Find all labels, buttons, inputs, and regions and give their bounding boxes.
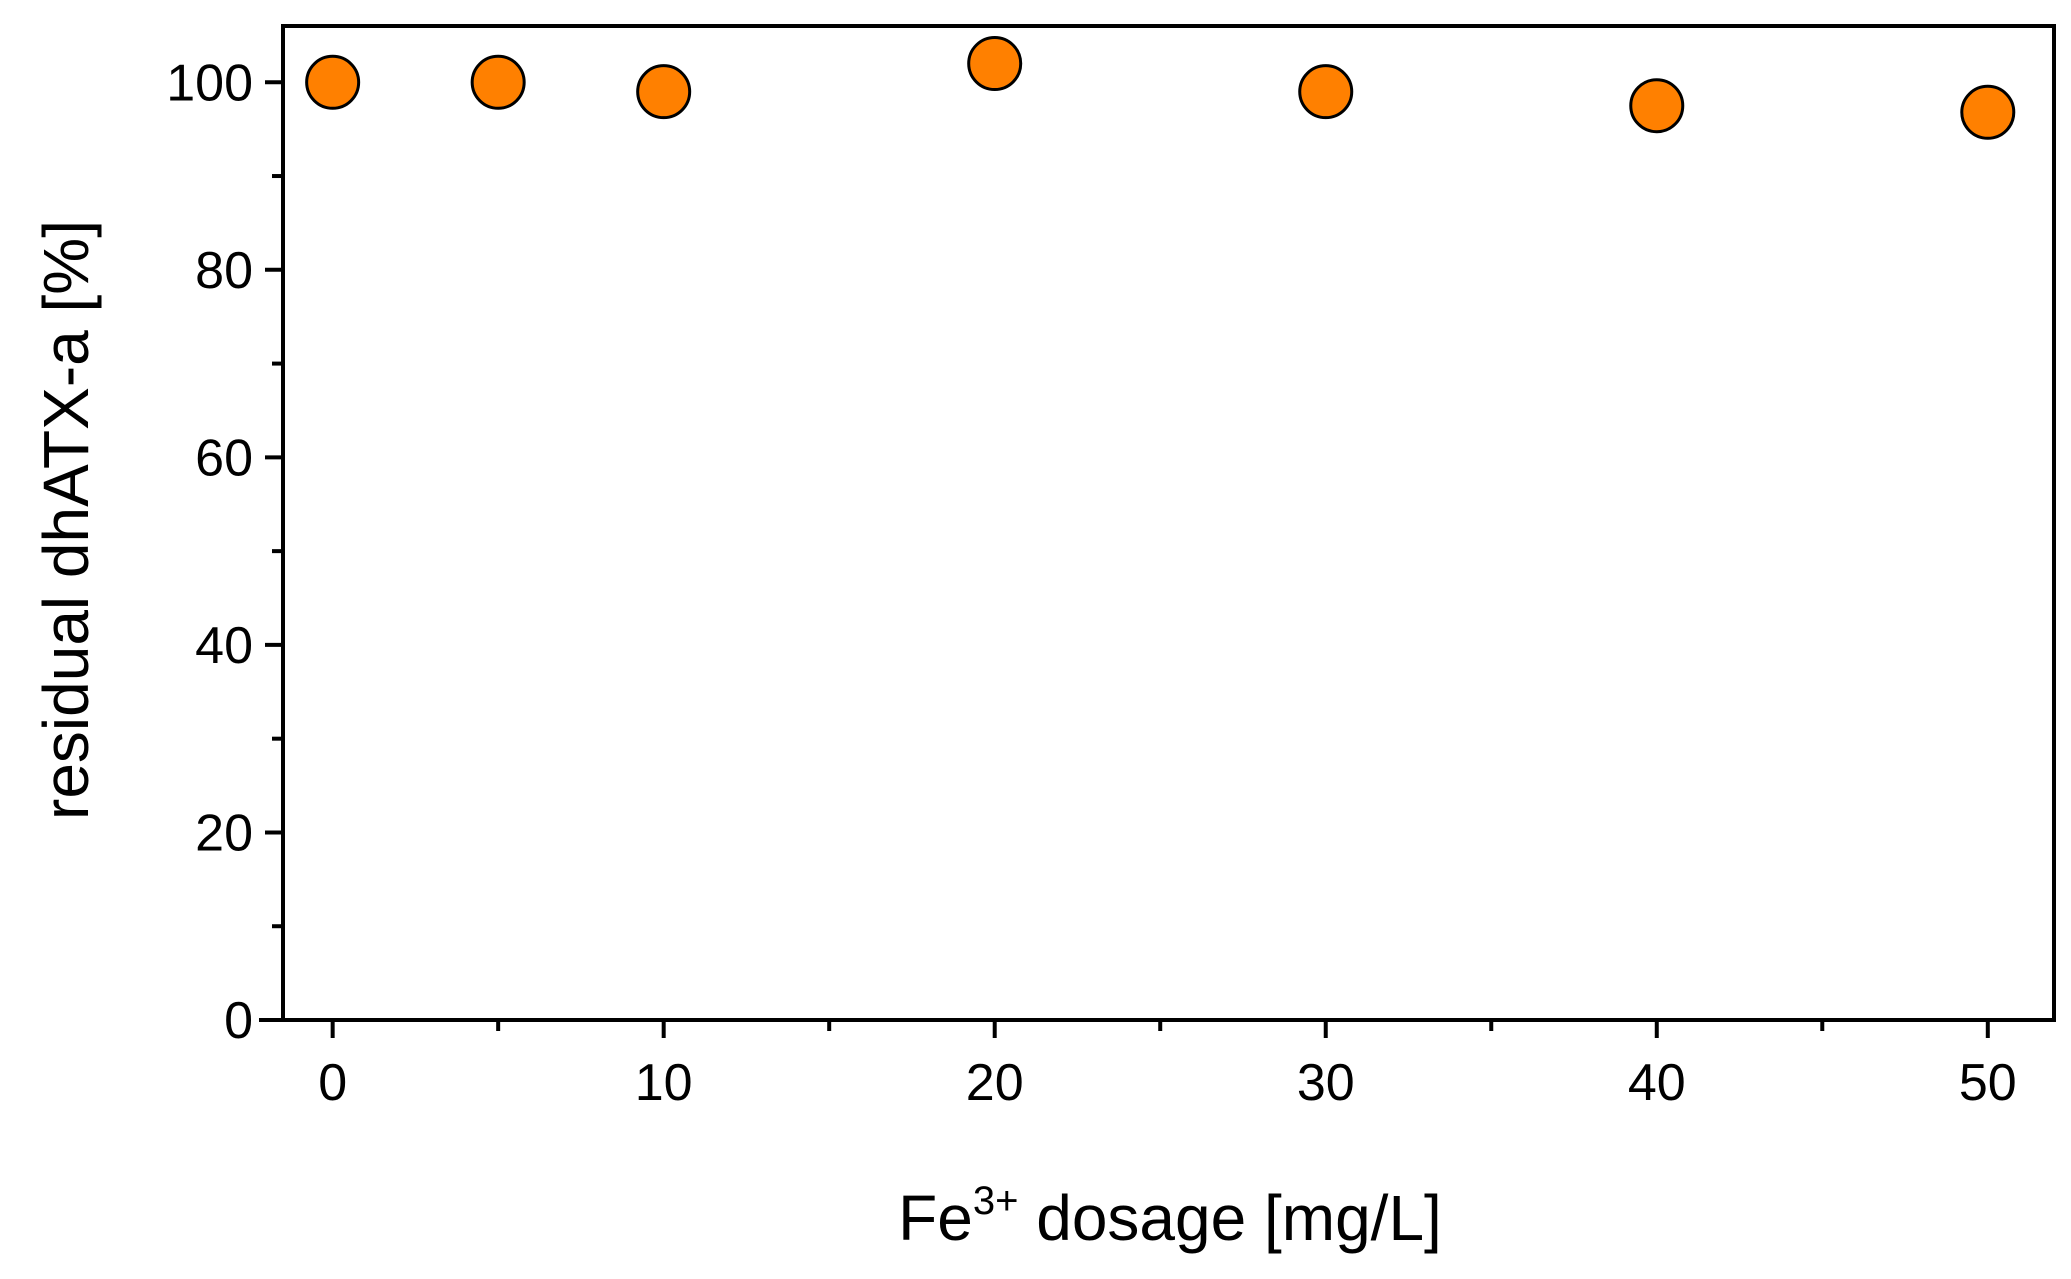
data-point [305,54,361,110]
x-axis-title: Fe3+ dosage [mg/L] [898,1179,1442,1254]
x-tick-label: 50 [1959,1054,2017,1112]
x-axis-title-suffix: dosage [mg/L] [1018,1182,1441,1254]
data-point [1960,84,2016,140]
axes [259,24,2056,1022]
data-point [1629,78,1685,134]
plot-frame [281,24,2056,1022]
y-tick-label: 20 [195,804,253,862]
tick-labels: 0 10 20 30 40 50 0 20 40 60 80 100 [166,54,2016,1112]
data-points [305,36,2016,140]
x-axis-title-prefix: Fe [898,1182,973,1254]
data-point [967,36,1023,92]
x-tick-label: 40 [1628,1054,1686,1112]
y-tick-label: 80 [195,242,253,300]
x-tick-label: 10 [635,1054,693,1112]
y-tick-label: 40 [195,617,253,675]
x-axis-title-superscript: 3+ [973,1179,1019,1223]
data-point [636,64,692,120]
x-tick-label: 0 [318,1054,347,1112]
y-tick-label: 0 [224,992,253,1050]
data-point [1298,64,1354,120]
data-point [470,54,526,110]
y-tick-label: 100 [166,54,253,112]
x-tick-label: 30 [1297,1054,1355,1112]
y-axis-title: residual dhATX-a [%] [30,220,102,820]
x-tick-label: 20 [966,1054,1024,1112]
y-tick-label: 60 [195,429,253,487]
ticks [265,80,1990,1038]
